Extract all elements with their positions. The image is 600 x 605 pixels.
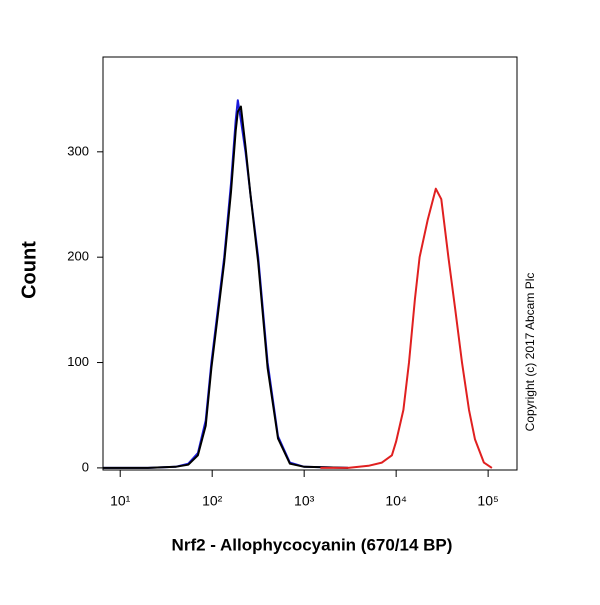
- x-tick-label: 10⁵: [477, 493, 498, 509]
- copyright: Copyright (c) 2017 Abcam Plc: [523, 273, 537, 432]
- x-tick-label: 10³: [294, 493, 315, 509]
- histogram-line: [103, 99, 349, 469]
- x-axis-label: Nrf2 - Allophycocyanin (670/14 BP): [172, 535, 453, 554]
- histogram-line: [320, 187, 493, 469]
- x-tick-label: 10²: [202, 493, 223, 509]
- y-tick-label: 100: [67, 354, 89, 369]
- y-tick-label: 300: [67, 143, 89, 158]
- y-axis-label: Count: [18, 241, 40, 299]
- y-tick-label: 0: [82, 459, 89, 474]
- x-tick-label: 10⁴: [385, 493, 407, 509]
- histogram-line: [103, 105, 349, 469]
- x-tick-label: 10¹: [110, 493, 131, 509]
- plot-frame: [102, 56, 518, 471]
- y-tick-label: 200: [67, 249, 89, 264]
